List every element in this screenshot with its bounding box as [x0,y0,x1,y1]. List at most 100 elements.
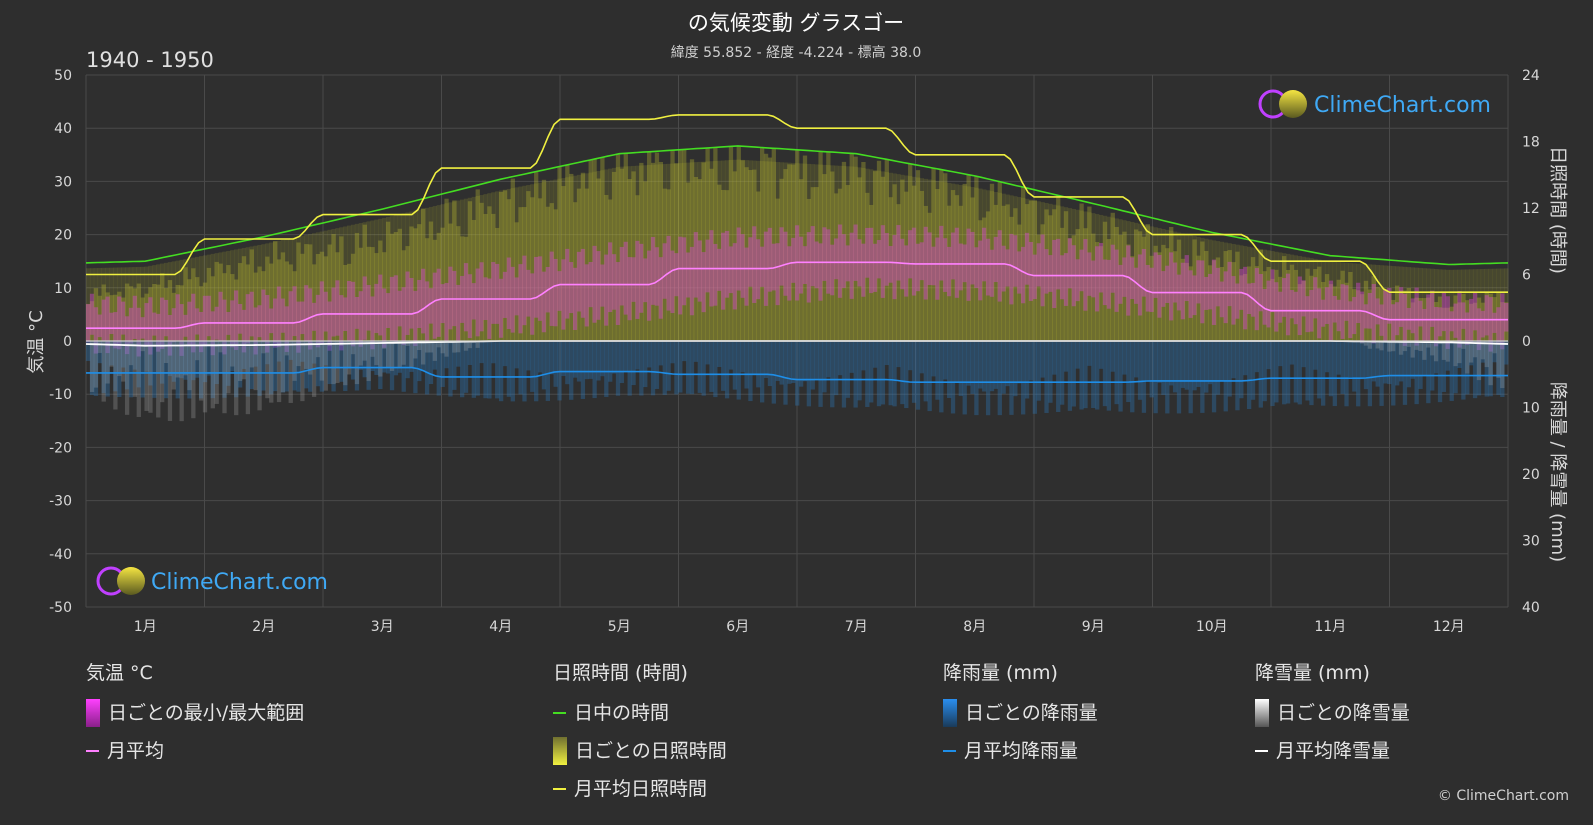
sunshine-daylight-bar [491,192,496,341]
sunshine-daylight-bar [1196,236,1201,341]
sunshine-daily-bar [128,286,134,341]
climate-chart: の気候変動 グラスゴー 緯度 55.852 - 経度 -4.224 - 標高 3… [26,11,1568,635]
sunshine-daylight-bar [608,168,613,341]
sunshine-daily-bar [1028,200,1034,341]
temp-range-bar [884,232,889,286]
rain-daily-bar [413,341,418,394]
sunshine-daylight-bar [171,261,177,341]
sunshine-daylight-bar [958,184,963,341]
rain-daily-bar [397,341,402,373]
sunshine-daylight-bar [576,174,582,341]
sunshine-daily-bar [1013,208,1018,341]
temp-range-bar [1297,276,1302,336]
sunshine-daily-bar [506,199,512,341]
sunshine-daily-bar [350,253,356,341]
snow-daily-bar [428,341,434,353]
y-left-tick-label: 40 [54,121,72,137]
snow-daily-bar [152,341,157,348]
sunshine-daylight-bar [1391,266,1396,341]
rain-daily-bar [728,341,734,370]
sunshine-daily-bar [218,263,223,341]
rain-daily-bar [1437,341,1443,403]
temp-range-bar [109,312,114,334]
temp-range-bar [1285,273,1291,336]
temp-range-bar [1461,302,1466,329]
sunshine-daylight-bar [989,191,995,341]
sunshine-daily-bar [569,173,574,341]
sunshine-daylight-bar [308,234,313,341]
sunshine-daily-bar [86,303,91,341]
sunshine-daily-bar [191,268,196,341]
sunshine-daylight-bar [798,163,804,341]
sunshine-daily-bar [666,189,671,341]
snow-daily-bar [1379,341,1384,351]
sunshine-daylight-bar [1398,266,1404,341]
snow-daily-bar [1445,341,1450,362]
rain-daily-bar [105,341,110,397]
temp-range-bar [787,246,792,301]
sunshine-daily-bar [409,226,414,341]
sunshine-daylight-bar [795,163,800,341]
temp-range-bar [775,243,780,306]
sunshine-daylight-bar [1476,269,1482,341]
sunshine-daily-bar [530,197,535,341]
sunshine-daily-bar [1204,250,1209,341]
temp-range-bar [557,271,562,311]
sunshine-daylight-bar [1465,269,1470,341]
sunshine-daily-bar [876,160,882,341]
sunshine-daylight-bar [822,164,827,341]
rain-daily-bar [744,341,749,389]
rain-daily-bar [393,341,399,376]
rain-daily-bar [319,341,325,392]
snow-daily-bar [362,341,367,361]
rain-daily-bar [1227,341,1232,397]
snow-daily-bar [1430,341,1435,356]
rain-daily-bar [826,341,831,378]
sunshine-daily-bar [343,264,348,341]
sunshine-daily-bar [413,228,418,341]
sunshine-daily-bar [600,157,605,341]
sunshine-daily-bar [763,153,769,341]
sunshine-daily-bar [580,172,586,341]
temp-range-bar [121,301,126,335]
temp-range-bar [1410,298,1415,334]
sunshine-daily-bar [160,273,165,341]
sunshine-daylight-bar [1504,268,1509,341]
temp-range-bar [171,308,177,343]
sunshine-daylight-bar [1344,262,1349,341]
rain-daily-bar [1017,341,1022,384]
sunshine-daylight-bar [1056,205,1061,341]
temp-range-bar [1320,299,1326,327]
temp-range-bar [327,301,332,351]
temp-range-bar [506,257,512,330]
sunshine-daily-bar [1480,302,1486,341]
temp-range-bar [853,224,858,281]
sunshine-daily-bar [152,283,157,341]
rain-daily-bar [113,341,118,392]
sunshine-daylight-bar [234,249,239,341]
sunshine-daily-bar [421,208,426,341]
rain-daily-bar [89,341,95,395]
rain-daily-bar [1320,341,1326,406]
sunshine-daily-bar [1504,302,1509,341]
temp-range-bar [397,290,402,327]
sunshine-daylight-bar [689,162,695,341]
temp-range-bar [950,232,956,280]
sunshine-daylight-bar [1192,236,1197,341]
sunshine-daylight-bar [674,163,679,341]
sunshine-daily-bar [908,163,913,341]
temp-range-bar [1430,290,1435,327]
snow-daily-bar [171,341,177,390]
rain-daily-bar [514,341,519,369]
temp-range-bar [744,247,749,306]
temp-range-bar [810,226,815,287]
temp-range-bar [713,243,718,306]
snow-daily-bar [156,341,161,418]
temp-range-bar [347,280,352,342]
rain-daily-bar [424,341,430,395]
temp-range-bar [1013,235,1018,287]
sunshine-daily-bar [428,221,434,341]
sunshine-daylight-bar [347,225,352,341]
snow-daily-bar [222,341,227,414]
sunshine-daily-bar [915,170,921,341]
